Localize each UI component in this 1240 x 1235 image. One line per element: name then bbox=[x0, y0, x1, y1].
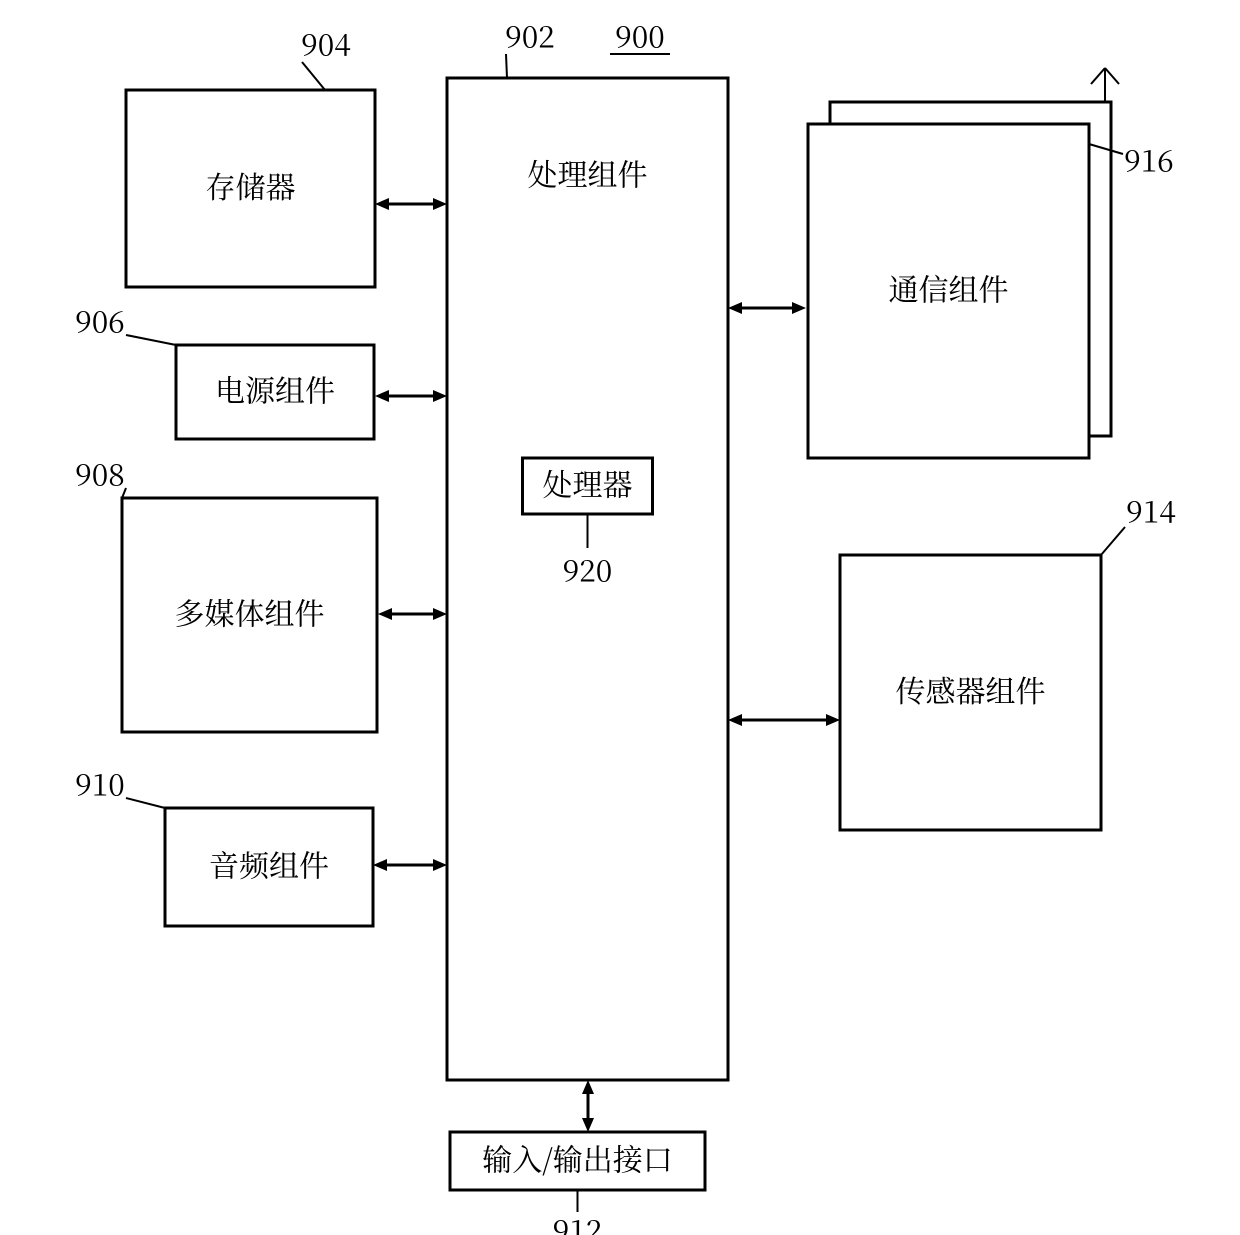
audio-ref: 910 bbox=[75, 761, 125, 805]
power-ref: 906 bbox=[75, 298, 125, 342]
io-interface-ref: 912 bbox=[553, 1207, 603, 1235]
comm-ref: 916 bbox=[1124, 137, 1174, 181]
multimedia-ref: 908 bbox=[75, 451, 125, 495]
processing-component-label: 处理组件 bbox=[528, 151, 648, 195]
power-label: 电源组件 bbox=[215, 367, 335, 411]
processing-component-ref: 902 bbox=[505, 13, 555, 57]
processor-ref: 920 bbox=[563, 547, 613, 591]
io-interface-label: 输入/输出接口 bbox=[482, 1136, 673, 1180]
memory-ref: 904 bbox=[301, 21, 351, 65]
svg-text:900: 900 bbox=[615, 13, 665, 57]
sensor-ref: 914 bbox=[1126, 488, 1176, 532]
multimedia-label: 多媒体组件 bbox=[175, 590, 325, 634]
audio-label: 音频组件 bbox=[209, 842, 329, 886]
device-ref: 900 bbox=[610, 13, 670, 57]
sensor-label: 传感器组件 bbox=[896, 667, 1046, 711]
processor-label: 处理器 bbox=[543, 461, 633, 505]
memory-label: 存储器 bbox=[206, 163, 296, 207]
comm-label: 通信组件 bbox=[889, 266, 1009, 310]
